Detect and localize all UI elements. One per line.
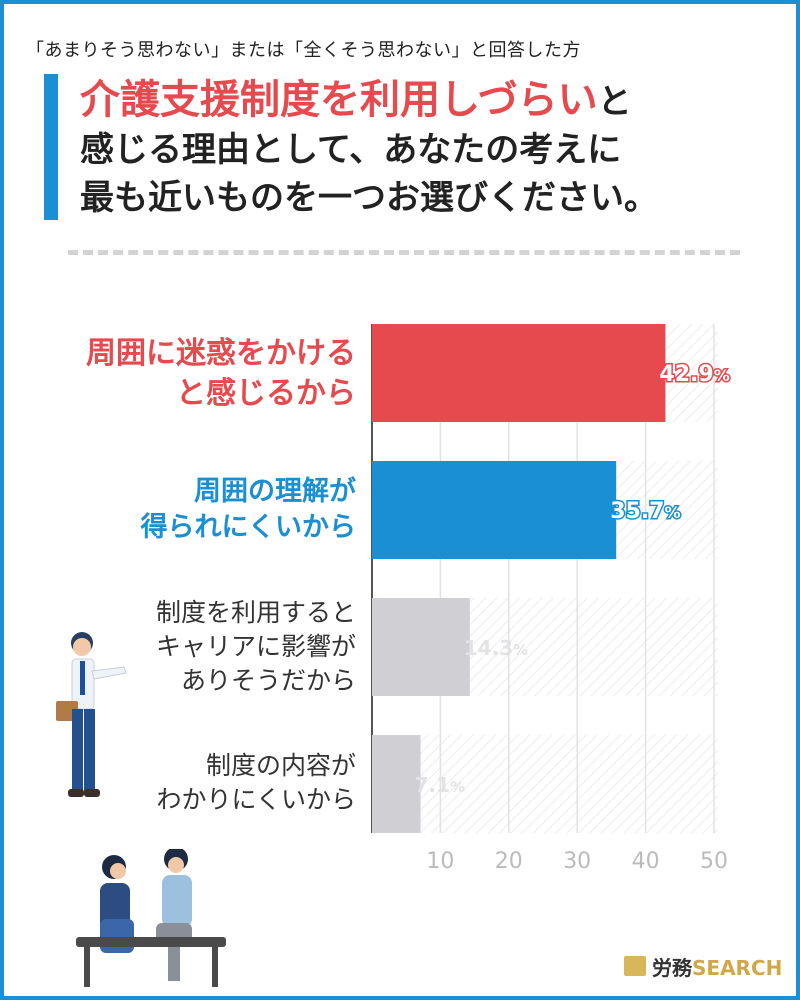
x-tick-label: 10 (426, 849, 454, 874)
dashed-divider (68, 250, 740, 255)
bar-3 (372, 598, 470, 696)
bar-chart: 10 20 30 40 50 42.9% 35.7% 14.3% 7.1% (371, 324, 731, 874)
bar-background-4 (372, 735, 718, 833)
value-label-4: 7.1% (415, 773, 465, 797)
title-line1-tail: と (597, 82, 632, 122)
x-tick-label: 20 (495, 849, 523, 874)
bar-4 (372, 735, 421, 833)
value-label-3: 14.3% (464, 636, 528, 660)
title-line3: 最も近いものを一つお選びください。 (80, 178, 658, 218)
title-line2: 感じる理由として、あなたの考えに (80, 130, 622, 170)
page-title: 介護支援制度を利用しづらいと 感じる理由として、あなたの考えに 最も近いものを一… (80, 76, 658, 222)
logo-text-part2: SEARCH (692, 955, 783, 980)
x-tick-label: 50 (700, 849, 728, 874)
survey-subtitle: 「あまりそう思わない」または「全くそう思わない」と回答した方 (26, 40, 581, 61)
category-label-4: 制度の内容が わかりにくいから (156, 751, 356, 814)
value-label-1: 42.9% (659, 362, 729, 387)
brand-logo: 労務SEARCH (624, 951, 782, 981)
title-highlight: 介護支援制度を利用しづらい (80, 77, 598, 123)
category-label-2: 周囲の理解が 得られにくいから (140, 476, 356, 543)
title-accent-bar (44, 74, 58, 220)
value-label-2: 35.7% (610, 499, 680, 524)
women-illustration (76, 849, 226, 987)
bar-2 (372, 461, 617, 559)
category-label-1: 周囲に迷惑をかける と感じるから (86, 336, 356, 411)
bar-1 (372, 324, 666, 422)
man-illustration (56, 632, 127, 797)
category-label-3: 制度を利用すると キャリアに影響が ありそうだから (155, 598, 356, 695)
x-tick-label: 30 (563, 849, 591, 874)
x-tick-label: 40 (632, 849, 660, 874)
logo-icon (624, 956, 646, 976)
logo-text-part1: 労務 (652, 955, 692, 980)
